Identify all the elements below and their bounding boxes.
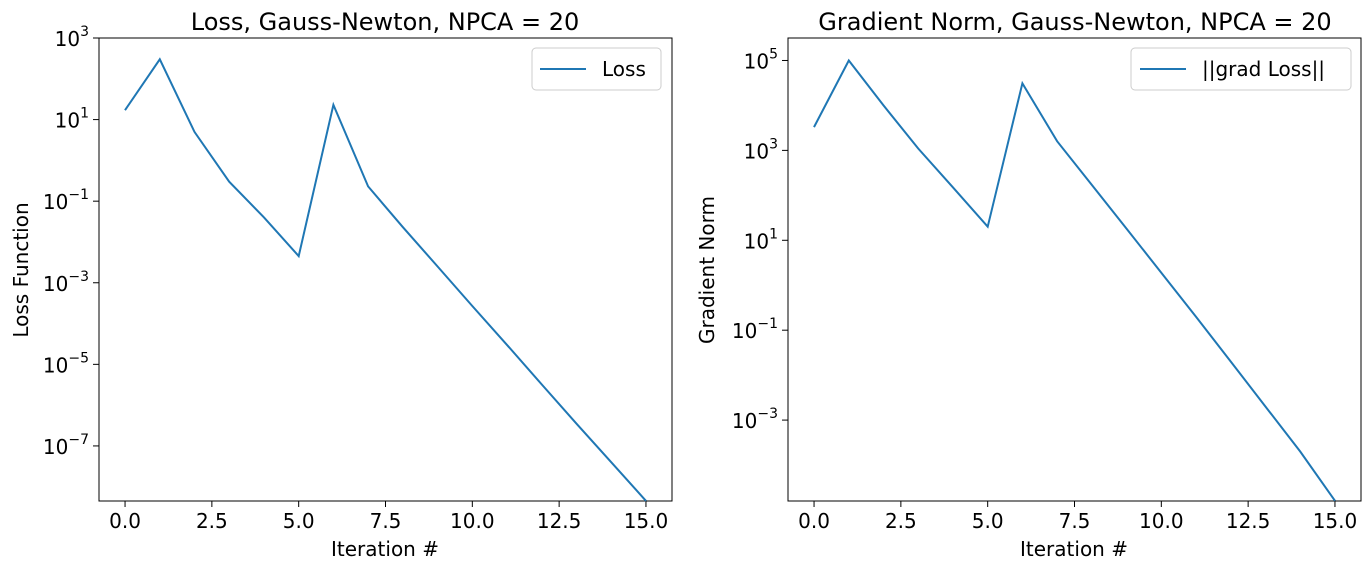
x-tick-label: 12.5: [1226, 509, 1271, 533]
y-tick-label: 10−1: [43, 187, 89, 214]
y-axis: 105 103 101 10−1 10−3: [732, 46, 788, 433]
legend: ||grad Loss||: [1130, 47, 1352, 91]
x-tick-label: 2.5: [885, 509, 917, 533]
x-tick-label: 5.0: [283, 509, 315, 533]
x-tick-label: 15.0: [624, 509, 669, 533]
x-tick-label: 10.0: [1139, 509, 1184, 533]
y-tick-label: 103: [744, 136, 778, 163]
x-tick-label: 0.0: [798, 509, 830, 533]
loss-series-line: [124, 57, 647, 502]
y-tick-label: 101: [744, 226, 778, 253]
y-axis: 103 101 10−1 10−3 10−5 10−7: [43, 24, 99, 459]
gradient-series-line: [813, 58, 1336, 502]
legend-box: [531, 47, 662, 91]
y-tick-label: 10−1: [732, 316, 778, 343]
x-tick-label: 10.0: [450, 509, 495, 533]
y-tick-label: 10−3: [43, 269, 89, 296]
chart-title: Loss, Gauss-Newton, NPCA = 20: [191, 8, 580, 36]
x-tick-label: 0.0: [109, 509, 141, 533]
x-tick-label: 2.5: [196, 509, 228, 533]
plot-area: [98, 37, 673, 502]
x-tick-label: 7.5: [370, 509, 402, 533]
gradient-norm-chart: Gradient Norm, Gauss-Newton, NPCA = 20 0…: [695, 8, 1362, 561]
y-tick-label: 10−3: [732, 406, 778, 433]
y-tick-label: 105: [744, 46, 778, 73]
x-tick-label: 7.5: [1059, 509, 1091, 533]
x-axis-label: Iteration #: [1020, 537, 1128, 561]
x-axis: 0.0 2.5 5.0 7.5 10.0 12.5 15.0: [109, 501, 668, 533]
legend-label: ||grad Loss||: [1202, 57, 1325, 81]
y-axis-label: Loss Function: [9, 202, 33, 337]
legend-label: Loss: [602, 57, 646, 81]
x-tick-label: 5.0: [972, 509, 1004, 533]
y-tick-label: 10−7: [43, 432, 89, 459]
loss-chart: Loss, Gauss-Newton, NPCA = 20 0.0 2.5 5.0 7…: [9, 8, 673, 561]
y-tick-label: 103: [55, 24, 89, 51]
legend-box: [1130, 47, 1352, 91]
x-tick-label: 15.0: [1313, 509, 1358, 533]
chart-title: Gradient Norm, Gauss-Newton, NPCA = 20: [818, 8, 1331, 36]
x-axis: 0.0 2.5 5.0 7.5 10.0 12.5 15.0: [798, 501, 1357, 533]
x-tick-label: 12.5: [537, 509, 582, 533]
legend: Loss: [531, 47, 662, 91]
y-axis-label: Gradient Norm: [695, 196, 719, 344]
plot-area: [787, 37, 1362, 502]
x-axis-label: Iteration #: [331, 537, 439, 561]
y-tick-label: 10−5: [43, 350, 89, 377]
y-tick-label: 101: [55, 106, 89, 133]
